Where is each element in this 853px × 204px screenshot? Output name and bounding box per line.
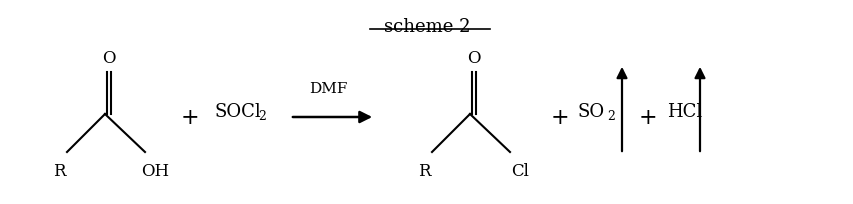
Text: SO: SO: [577, 102, 605, 120]
Text: DMF: DMF: [309, 82, 347, 95]
Text: scheme 2: scheme 2: [383, 18, 470, 36]
Text: 2: 2: [258, 110, 265, 123]
Text: R: R: [417, 162, 430, 179]
Text: Cl: Cl: [510, 162, 528, 179]
Text: O: O: [102, 50, 116, 67]
Text: R: R: [53, 162, 65, 179]
Text: 2: 2: [606, 110, 614, 123]
Text: O: O: [467, 50, 480, 67]
Text: SOCl: SOCl: [215, 102, 261, 120]
Text: +: +: [550, 106, 569, 128]
Text: OH: OH: [141, 162, 169, 179]
Text: +: +: [181, 106, 199, 128]
Text: HCl: HCl: [666, 102, 701, 120]
Text: +: +: [638, 106, 657, 128]
